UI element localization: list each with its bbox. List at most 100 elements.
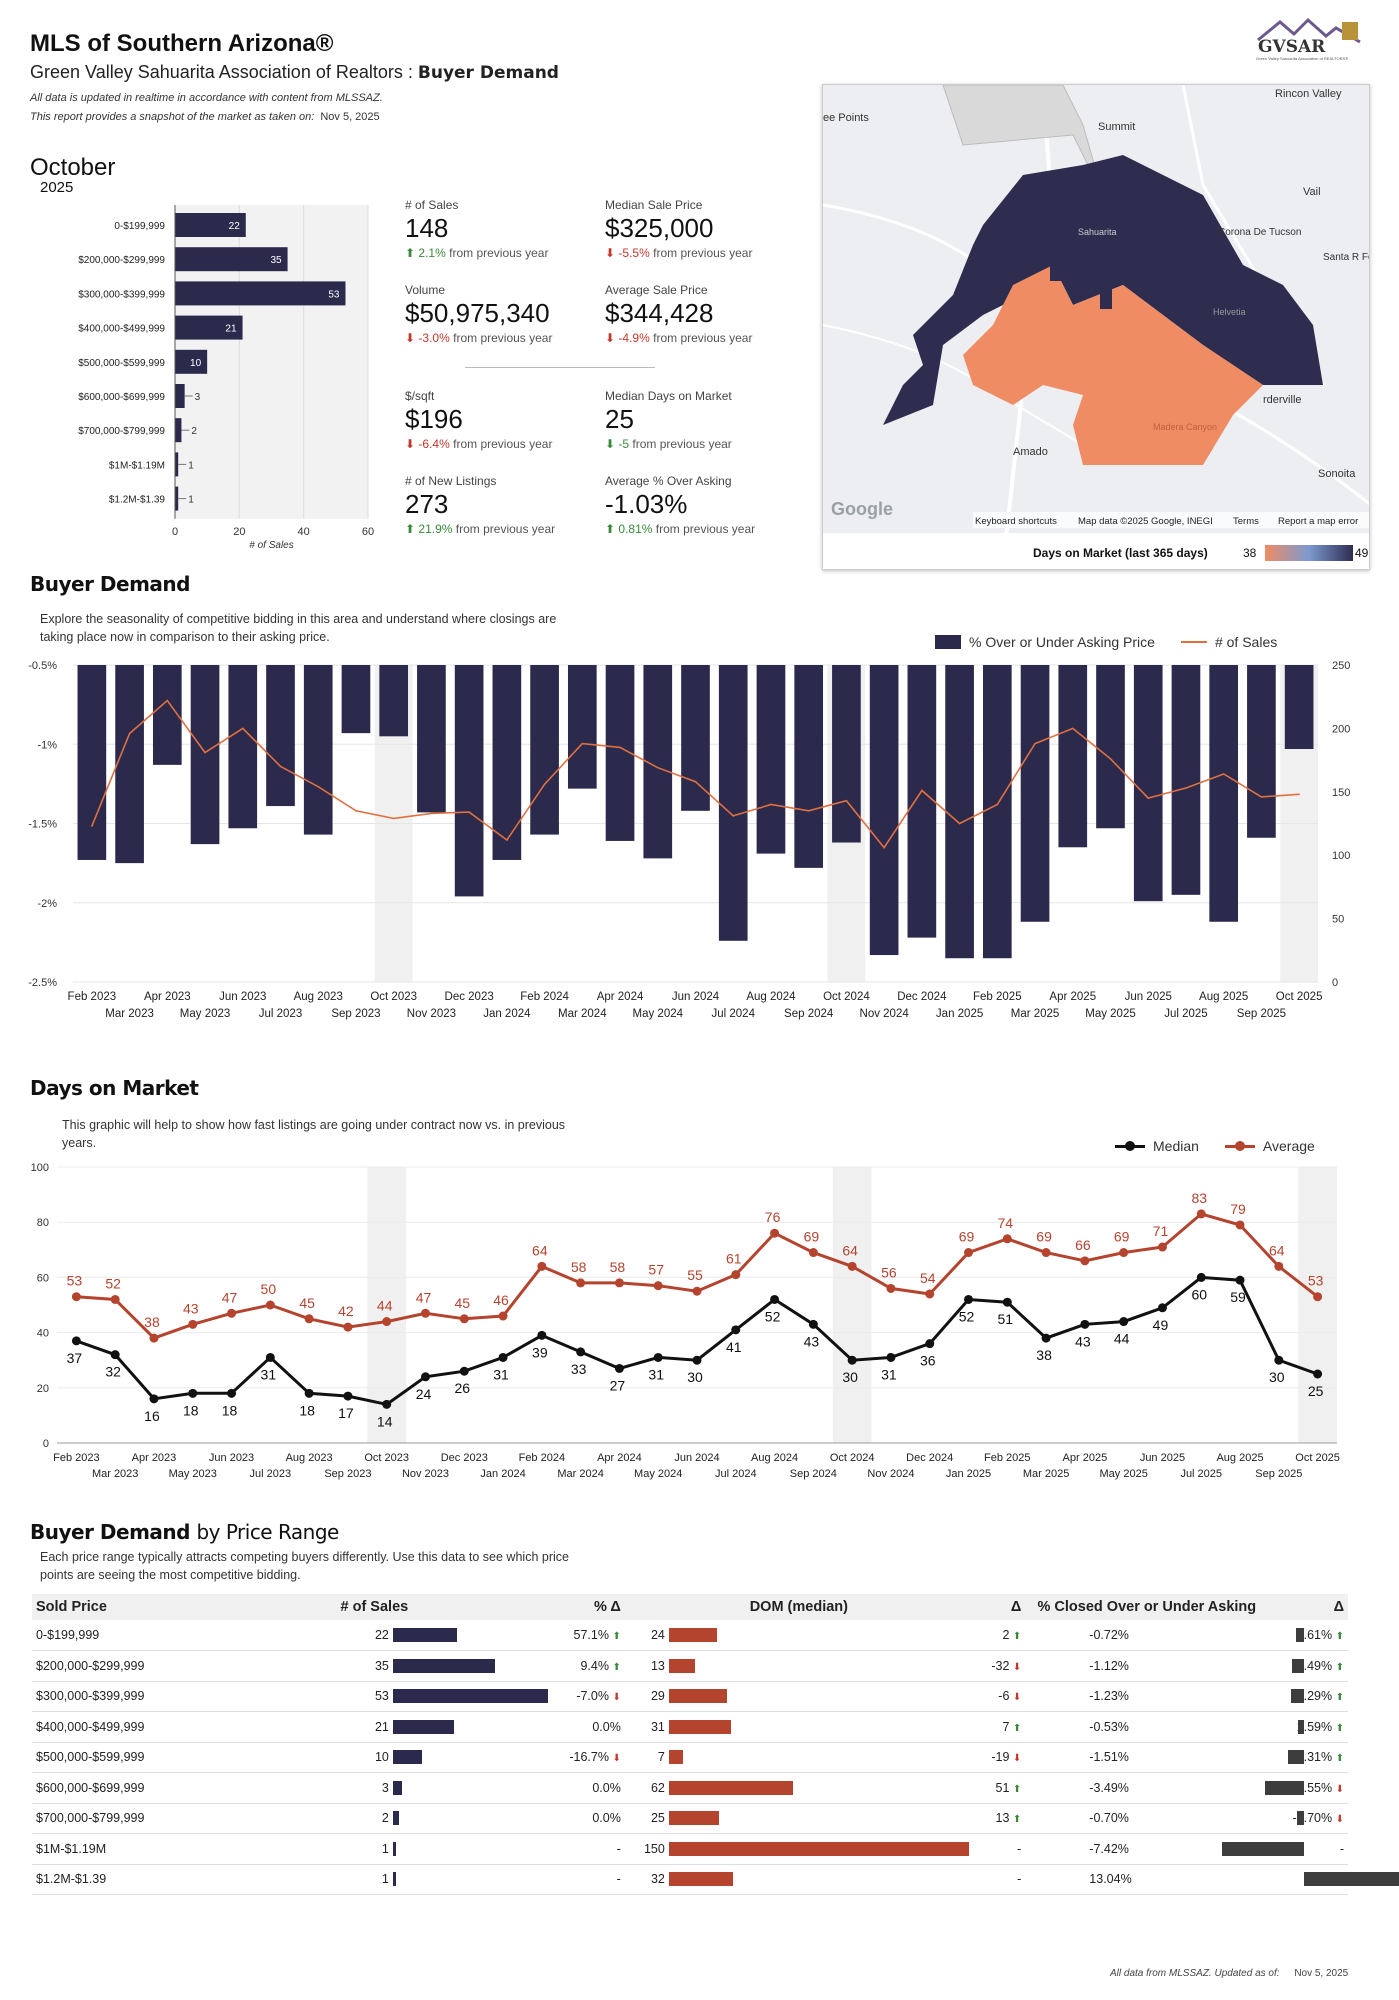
category-label: 0-$199,999 xyxy=(114,221,165,232)
range-label: $700,000-$799,999 xyxy=(36,1811,145,1826)
x-tick-label: Mar 2023 xyxy=(92,1468,138,1480)
area-map[interactable]: Rincon Valley ee Points Summit Vail Coro… xyxy=(822,84,1370,570)
stat-change-suffix: from previous year xyxy=(453,437,553,451)
sales-bar xyxy=(392,1841,396,1856)
cell-over-asking: -1.12% xyxy=(1025,1650,1305,1682)
x-tick-label: Oct 2024 xyxy=(830,1452,875,1464)
sales-value: 10 xyxy=(374,1750,389,1765)
stat-change-suffix: from previous year xyxy=(653,331,753,345)
median-data-label: 31 xyxy=(493,1366,509,1382)
table-row: $600,000-$699,999 3 0.0% 62 51 ⬆ -3.49% -2.55%… xyxy=(32,1772,1348,1804)
average-data-label: 64 xyxy=(842,1242,858,1258)
average-data-label: 69 xyxy=(1114,1229,1130,1245)
demand-bar xyxy=(190,665,220,845)
x-tick-label: Nov 2023 xyxy=(402,1468,449,1480)
median-data-label: 51 xyxy=(998,1311,1014,1327)
median-point xyxy=(847,1355,857,1365)
over-asking-bar xyxy=(1304,1872,1399,1887)
dom-change-value: - xyxy=(1017,1841,1022,1856)
cell-dom-change: - xyxy=(972,1864,1026,1895)
x-tick-label: Sep 2024 xyxy=(784,1008,834,1020)
map-keyboard-shortcuts[interactable]: Keyboard shortcuts xyxy=(975,516,1057,527)
stat-new-listings: # of New Listings 273 ⬆ 21.9% from previ… xyxy=(405,474,595,536)
map-terms-link[interactable]: Terms xyxy=(1233,516,1259,527)
bar xyxy=(175,281,346,306)
footer-date: Nov 5, 2025 xyxy=(1294,1968,1349,1979)
dom-bar xyxy=(668,1658,695,1673)
demand-bar xyxy=(907,665,937,938)
dom-legend: Median Average xyxy=(1115,1138,1315,1154)
category-label: $500,000-$599,999 xyxy=(78,358,165,369)
category-label: $1M-$1.19M xyxy=(109,460,165,471)
cell-sales: 35 xyxy=(196,1650,552,1682)
sales-bar xyxy=(392,1719,455,1734)
median-data-label: 30 xyxy=(1269,1369,1285,1385)
sales-point xyxy=(883,846,885,849)
demand-bar xyxy=(1284,665,1314,750)
x-tick-label: Apr 2025 xyxy=(1063,1452,1108,1464)
over-asking-bar xyxy=(1221,1841,1305,1856)
average-point xyxy=(1157,1242,1167,1252)
dom-value: 62 xyxy=(650,1780,665,1795)
stat-label: Median Sale Price xyxy=(605,198,703,212)
map-place: Amado xyxy=(1013,446,1048,458)
over-change-value: 0.31% xyxy=(1296,1750,1333,1765)
table-header-row: Sold Price # of Sales % Δ DOM (median) Δ… xyxy=(32,1594,1348,1620)
stat-change-value: 2.1% xyxy=(418,246,446,260)
table-row: $500,000-$599,999 10 -16.7% ⬇ 7 -19 ⬇ -1.51% 0… xyxy=(32,1742,1348,1773)
legend-average-label: Average xyxy=(1262,1138,1315,1154)
arrow-down-icon: ⬇ xyxy=(605,437,616,451)
median-data-label: 24 xyxy=(416,1386,432,1402)
bar xyxy=(175,315,243,340)
demand-bar xyxy=(832,665,861,843)
cell-sales: 21 xyxy=(196,1711,552,1743)
y-left-tick-label: -1.5% xyxy=(28,819,57,831)
x-tick-label: Dec 2023 xyxy=(441,1452,488,1464)
average-data-label: 53 xyxy=(1308,1273,1324,1289)
bar-value-label: 53 xyxy=(328,289,340,300)
median-data-label: 43 xyxy=(804,1333,820,1349)
average-data-label: 58 xyxy=(571,1259,587,1275)
x-tick-label: Dec 2024 xyxy=(906,1452,953,1464)
median-data-label: 27 xyxy=(610,1377,626,1393)
median-data-label: 30 xyxy=(842,1369,858,1385)
arrow-down-icon: ⬇ xyxy=(612,1692,621,1704)
subtitle-suffix: Buyer Demand xyxy=(417,63,559,83)
x-tick-label: Oct 2025 xyxy=(1276,991,1323,1003)
average-point xyxy=(614,1278,624,1288)
cell-over-change: 0.29% ⬆ xyxy=(1268,1681,1348,1712)
cell-over-asking: -0.72% xyxy=(1025,1620,1305,1651)
sales-point xyxy=(1298,793,1300,796)
sales-point xyxy=(921,789,923,792)
x-tick-label: May 2024 xyxy=(634,1468,682,1480)
average-data-label: 46 xyxy=(493,1292,509,1308)
map-report-error-link[interactable]: Report a map error xyxy=(1278,516,1358,527)
bar xyxy=(175,349,208,374)
cell-range: $500,000-$599,999 xyxy=(32,1742,197,1773)
over-asking-value: -1.12% xyxy=(1089,1658,1129,1673)
cell-range: $300,000-$399,999 xyxy=(32,1681,197,1712)
demand-bar xyxy=(756,665,786,854)
arrow-down-icon: ⬇ xyxy=(1012,1753,1022,1765)
map-region-low-dom[interactable] xyxy=(963,265,1263,465)
sales-point xyxy=(430,812,433,815)
over-asking-value: -1.23% xyxy=(1089,1689,1129,1704)
cell-pct-change: -16.7% ⬇ xyxy=(551,1742,625,1773)
demand-bar xyxy=(454,665,484,897)
pct-change-value: - xyxy=(616,1872,621,1887)
demand-bar xyxy=(1171,665,1201,895)
cell-dom: 29 xyxy=(624,1681,973,1712)
dom-bar xyxy=(668,1841,969,1856)
col-over-asking: % Closed Over or Under Asking xyxy=(1025,1594,1269,1620)
stats-divider xyxy=(465,367,655,368)
cell-dom-change: -19 ⬇ xyxy=(972,1742,1026,1773)
pct-change-value: - xyxy=(616,1841,621,1856)
average-data-label: 71 xyxy=(1153,1223,1169,1239)
median-point xyxy=(459,1366,469,1376)
stat-change: ⬆ 0.81% from previous year xyxy=(605,522,795,536)
demand-bar xyxy=(492,665,522,860)
median-data-label: 30 xyxy=(687,1369,703,1385)
x-tick-label: 20 xyxy=(233,526,245,538)
average-point xyxy=(770,1228,780,1238)
y-right-tick-label: 150 xyxy=(1332,787,1350,799)
